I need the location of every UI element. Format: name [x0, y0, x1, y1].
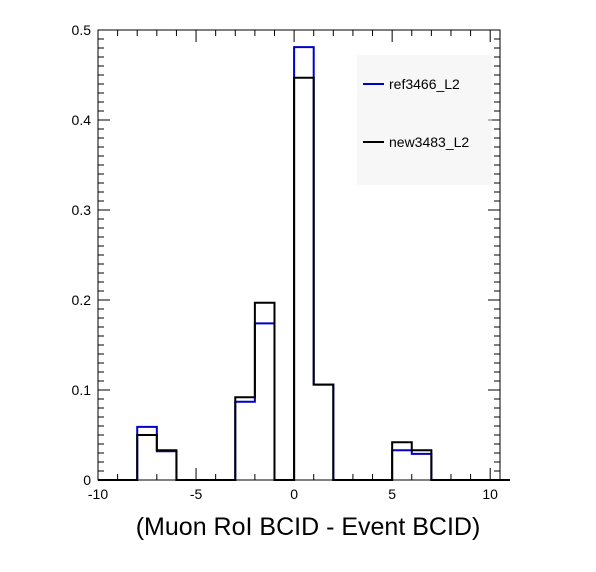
x-tick-label: -10: [88, 486, 108, 502]
x-tick-label: 0: [290, 486, 298, 502]
x-tick-label: -5: [190, 486, 203, 502]
y-tick-label: 0: [83, 472, 91, 488]
legend-label-ref: ref3466_L2: [389, 76, 460, 92]
legend-label-new: new3483_L2: [389, 134, 469, 150]
y-tick-label: 0.4: [72, 112, 92, 128]
axis-tick-labels: -10 -5 0 5 10 0 0.1 0.2 0.3 0.4 0.5: [72, 22, 499, 502]
x-tick-label: 5: [388, 486, 396, 502]
y-tick-label: 0.5: [72, 22, 92, 38]
y-tick-label: 0.3: [72, 202, 92, 218]
series-layer: [98, 46, 510, 481]
x-axis-title: (Muon RoI BCID - Event BCID): [136, 513, 481, 541]
x-tick-label: 10: [482, 486, 498, 502]
series-step-1: [98, 76, 510, 481]
legend-box: [357, 55, 492, 185]
y-tick-label: 0.1: [72, 382, 92, 398]
legend: ref3466_L2 new3483_L2: [357, 55, 492, 185]
axis-ticks: [97, 29, 500, 481]
y-tick-label: 0.2: [72, 292, 92, 308]
